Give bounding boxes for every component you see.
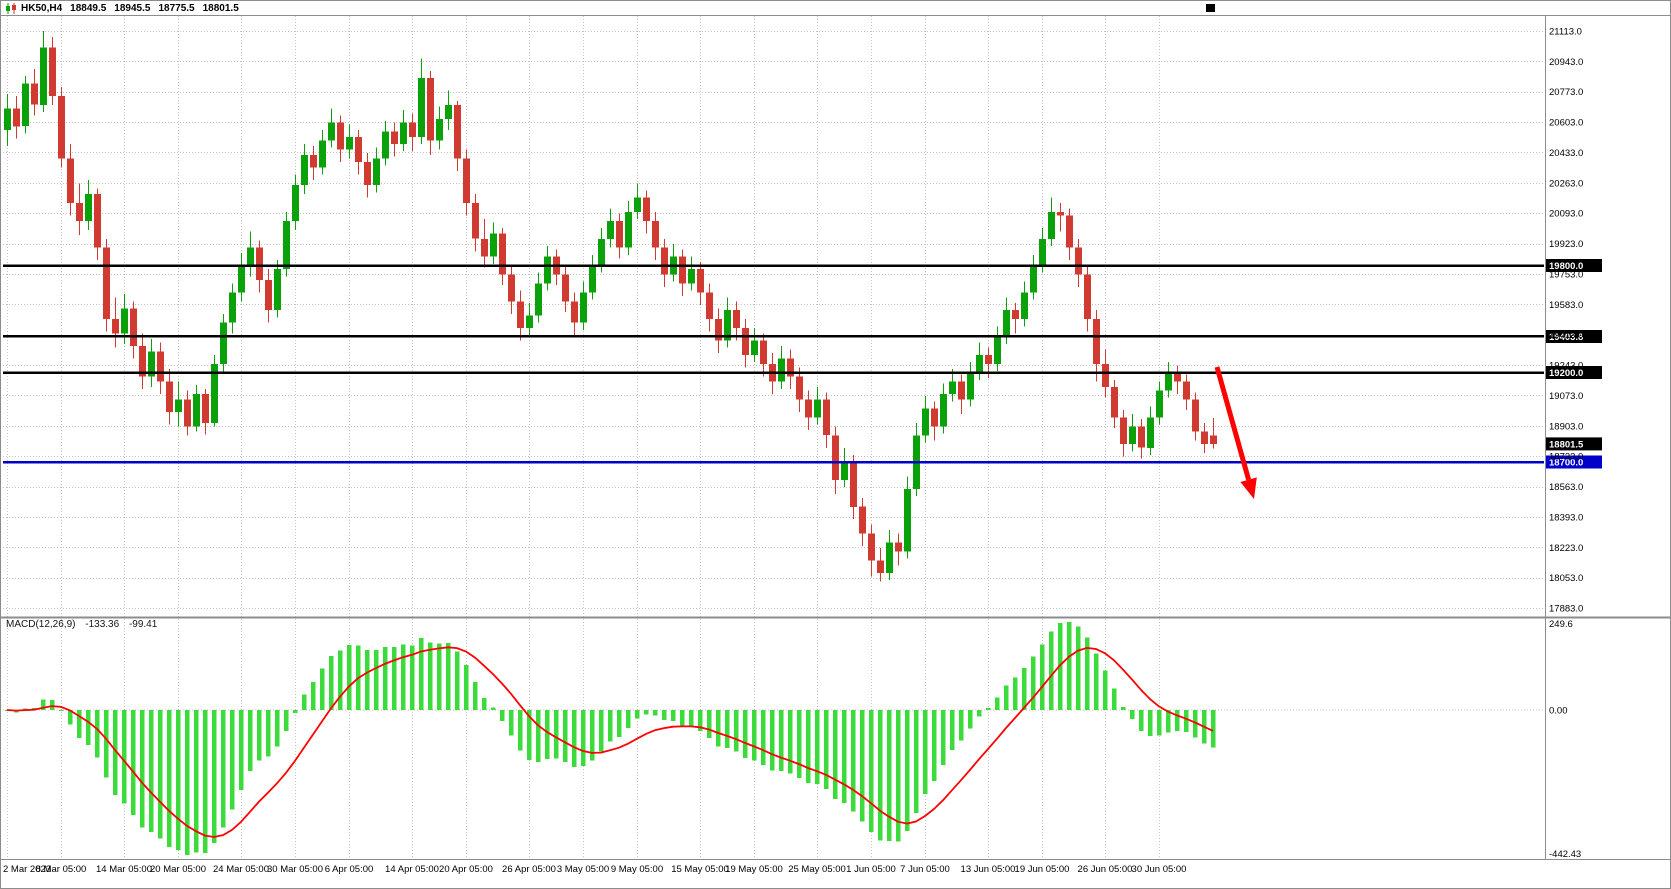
macd-signal-value: -99.41 xyxy=(128,619,158,630)
symbol-timeframe-label: HK50,H4 xyxy=(21,3,63,14)
svg-text:20603.0: 20603.0 xyxy=(1549,118,1583,129)
svg-text:3 May 05:00: 3 May 05:00 xyxy=(557,864,609,875)
svg-text:18053.0: 18053.0 xyxy=(1549,573,1583,584)
svg-text:19200.0: 19200.0 xyxy=(1549,368,1583,379)
chart-shift-marker[interactable] xyxy=(1206,4,1215,12)
svg-text:24 Mar 05:00: 24 Mar 05:00 xyxy=(213,864,269,875)
svg-text:20263.0: 20263.0 xyxy=(1549,178,1583,189)
hline-19403.8[interactable]: 19403.8 xyxy=(3,329,1602,343)
svg-text:7 Jun 05:00: 7 Jun 05:00 xyxy=(900,864,950,875)
macd-main-value: -133.36 xyxy=(85,619,120,630)
svg-text:2 Mar 2023: 2 Mar 2023 xyxy=(3,864,51,875)
svg-text:18733.0: 18733.0 xyxy=(1549,452,1583,463)
symbol-info-bar: HK50,H4 18849.5 18945.5 18775.5 18801.5 xyxy=(5,2,239,15)
svg-text:18903.0: 18903.0 xyxy=(1549,421,1583,432)
macd-indicator-label: MACD(12,26,9) -133.36 -99.41 xyxy=(6,619,157,630)
svg-text:1 Jun 05:00: 1 Jun 05:00 xyxy=(846,864,896,875)
macd-signal-line xyxy=(6,646,1214,838)
svg-text:19753.0: 19753.0 xyxy=(1549,269,1583,280)
candlestick-chart-icon xyxy=(6,3,16,14)
svg-text:20093.0: 20093.0 xyxy=(1549,209,1583,220)
hline-19200.0[interactable]: 19200.0 xyxy=(3,366,1602,380)
low-value: 18775.5 xyxy=(158,3,195,14)
high-value: 18945.5 xyxy=(114,3,151,14)
svg-text:20773.0: 20773.0 xyxy=(1549,87,1583,98)
svg-text:18393.0: 18393.0 xyxy=(1549,512,1583,523)
svg-text:249.6: 249.6 xyxy=(1549,619,1573,630)
svg-text:20943.0: 20943.0 xyxy=(1549,57,1583,68)
hline-19800.0[interactable]: 19800.0 xyxy=(3,259,1602,273)
close-value: 18801.5 xyxy=(202,3,239,14)
svg-text:18801.5: 18801.5 xyxy=(1549,439,1584,450)
svg-text:18700.0: 18700.0 xyxy=(1549,458,1583,469)
svg-text:18563.0: 18563.0 xyxy=(1549,482,1583,493)
svg-text:19 May 05:00: 19 May 05:00 xyxy=(725,864,783,875)
svg-text:8 Mar 05:00: 8 Mar 05:00 xyxy=(36,864,87,875)
candles xyxy=(4,31,1217,582)
trend-arrow[interactable] xyxy=(1214,366,1257,499)
svg-text:18223.0: 18223.0 xyxy=(1549,543,1583,554)
svg-text:26 Apr 05:00: 26 Apr 05:00 xyxy=(502,864,556,875)
svg-text:19800.0: 19800.0 xyxy=(1549,261,1583,272)
svg-text:19073.0: 19073.0 xyxy=(1549,391,1583,402)
svg-text:30 Mar 05:00: 30 Mar 05:00 xyxy=(267,864,323,875)
svg-text:19413.0: 19413.0 xyxy=(1549,330,1583,341)
svg-text:13 Jun 05:00: 13 Jun 05:00 xyxy=(961,864,1016,875)
svg-text:19 Jun 05:00: 19 Jun 05:00 xyxy=(1015,864,1070,875)
svg-text:25 May 05:00: 25 May 05:00 xyxy=(788,864,846,875)
svg-text:30 Jun 05:00: 30 Jun 05:00 xyxy=(1132,864,1187,875)
svg-text:26 Jun 05:00: 26 Jun 05:00 xyxy=(1078,864,1133,875)
svg-text:19923.0: 19923.0 xyxy=(1549,239,1583,250)
svg-text:20 Apr 05:00: 20 Apr 05:00 xyxy=(439,864,493,875)
price-axis[interactable]: 21113.0 20943.0 20773.0 20603.0 20433.0 20263… xyxy=(1549,27,1583,615)
macd-name: MACD(12,26,9) xyxy=(6,619,76,630)
svg-text:19403.8: 19403.8 xyxy=(1549,332,1583,343)
macd-axis[interactable]: 249.6 0.00 -442.43 xyxy=(1549,619,1581,860)
svg-text:20433.0: 20433.0 xyxy=(1549,148,1583,159)
svg-text:6 Apr 05:00: 6 Apr 05:00 xyxy=(325,864,374,875)
svg-text:9 May 05:00: 9 May 05:00 xyxy=(611,864,663,875)
macd-histogram xyxy=(5,622,1216,855)
svg-text:15 May 05:00: 15 May 05:00 xyxy=(671,864,729,875)
svg-text:14 Mar 05:00: 14 Mar 05:00 xyxy=(96,864,152,875)
svg-text:19583.0: 19583.0 xyxy=(1549,300,1583,311)
current-price-label: 18801.5 xyxy=(1545,437,1602,451)
hline-18700.0[interactable]: 18700.0 xyxy=(3,455,1602,469)
open-value: 18849.5 xyxy=(70,3,107,14)
svg-text:20 Mar 05:00: 20 Mar 05:00 xyxy=(150,864,206,875)
svg-text:21113.0: 21113.0 xyxy=(1549,27,1582,38)
svg-text:19243.0: 19243.0 xyxy=(1549,361,1583,372)
svg-text:17883.0: 17883.0 xyxy=(1549,604,1583,615)
svg-text:14 Apr 05:00: 14 Apr 05:00 xyxy=(385,864,439,875)
svg-text:-442.43: -442.43 xyxy=(1549,849,1581,860)
svg-text:0.00: 0.00 xyxy=(1549,706,1568,717)
